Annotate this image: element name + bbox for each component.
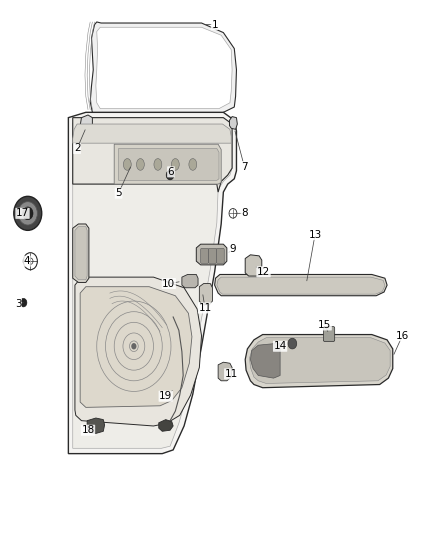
Ellipse shape bbox=[137, 159, 145, 170]
Text: 11: 11 bbox=[225, 369, 238, 379]
Text: 11: 11 bbox=[198, 303, 212, 313]
Polygon shape bbox=[73, 118, 232, 192]
Text: 14: 14 bbox=[273, 341, 287, 351]
Polygon shape bbox=[159, 419, 173, 431]
Circle shape bbox=[22, 207, 33, 220]
Text: 17: 17 bbox=[16, 208, 29, 219]
Text: 6: 6 bbox=[168, 167, 174, 177]
Polygon shape bbox=[73, 224, 89, 282]
Circle shape bbox=[131, 343, 137, 350]
Polygon shape bbox=[230, 117, 237, 130]
Text: 2: 2 bbox=[74, 143, 81, 154]
Text: 5: 5 bbox=[115, 188, 122, 198]
Text: 15: 15 bbox=[318, 320, 331, 330]
Text: 1: 1 bbox=[211, 20, 218, 30]
Polygon shape bbox=[96, 27, 232, 109]
Polygon shape bbox=[215, 274, 387, 296]
Text: 10: 10 bbox=[162, 279, 175, 288]
Polygon shape bbox=[182, 274, 198, 288]
Polygon shape bbox=[199, 284, 212, 305]
Text: 18: 18 bbox=[81, 425, 95, 435]
Ellipse shape bbox=[124, 159, 131, 170]
Polygon shape bbox=[250, 338, 390, 383]
Polygon shape bbox=[87, 418, 105, 433]
Circle shape bbox=[18, 201, 37, 225]
Polygon shape bbox=[80, 287, 192, 407]
Polygon shape bbox=[217, 277, 385, 294]
Polygon shape bbox=[80, 115, 92, 139]
Polygon shape bbox=[75, 227, 87, 280]
Polygon shape bbox=[73, 118, 232, 448]
Ellipse shape bbox=[171, 159, 179, 170]
Text: 19: 19 bbox=[159, 391, 173, 401]
Ellipse shape bbox=[189, 159, 197, 170]
FancyBboxPatch shape bbox=[208, 248, 216, 263]
Circle shape bbox=[166, 170, 174, 180]
FancyBboxPatch shape bbox=[201, 248, 208, 263]
Text: 3: 3 bbox=[15, 298, 21, 309]
Text: 8: 8 bbox=[241, 208, 247, 219]
Ellipse shape bbox=[154, 159, 162, 170]
Text: 7: 7 bbox=[241, 161, 247, 172]
Circle shape bbox=[288, 338, 297, 349]
Text: 4: 4 bbox=[24, 256, 30, 266]
Polygon shape bbox=[73, 124, 231, 143]
FancyBboxPatch shape bbox=[216, 248, 224, 263]
Polygon shape bbox=[119, 149, 219, 180]
FancyBboxPatch shape bbox=[323, 327, 335, 342]
Circle shape bbox=[14, 196, 42, 230]
Text: 9: 9 bbox=[230, 245, 236, 254]
Text: 13: 13 bbox=[308, 230, 321, 240]
Text: 12: 12 bbox=[257, 267, 270, 277]
Polygon shape bbox=[251, 343, 280, 378]
Polygon shape bbox=[68, 112, 237, 454]
Polygon shape bbox=[90, 22, 237, 118]
Polygon shape bbox=[114, 144, 221, 184]
Polygon shape bbox=[75, 277, 201, 426]
Circle shape bbox=[20, 298, 27, 307]
Polygon shape bbox=[218, 362, 232, 381]
Polygon shape bbox=[245, 255, 262, 276]
Polygon shape bbox=[196, 244, 227, 265]
Text: 16: 16 bbox=[396, 330, 409, 341]
Polygon shape bbox=[245, 335, 393, 387]
